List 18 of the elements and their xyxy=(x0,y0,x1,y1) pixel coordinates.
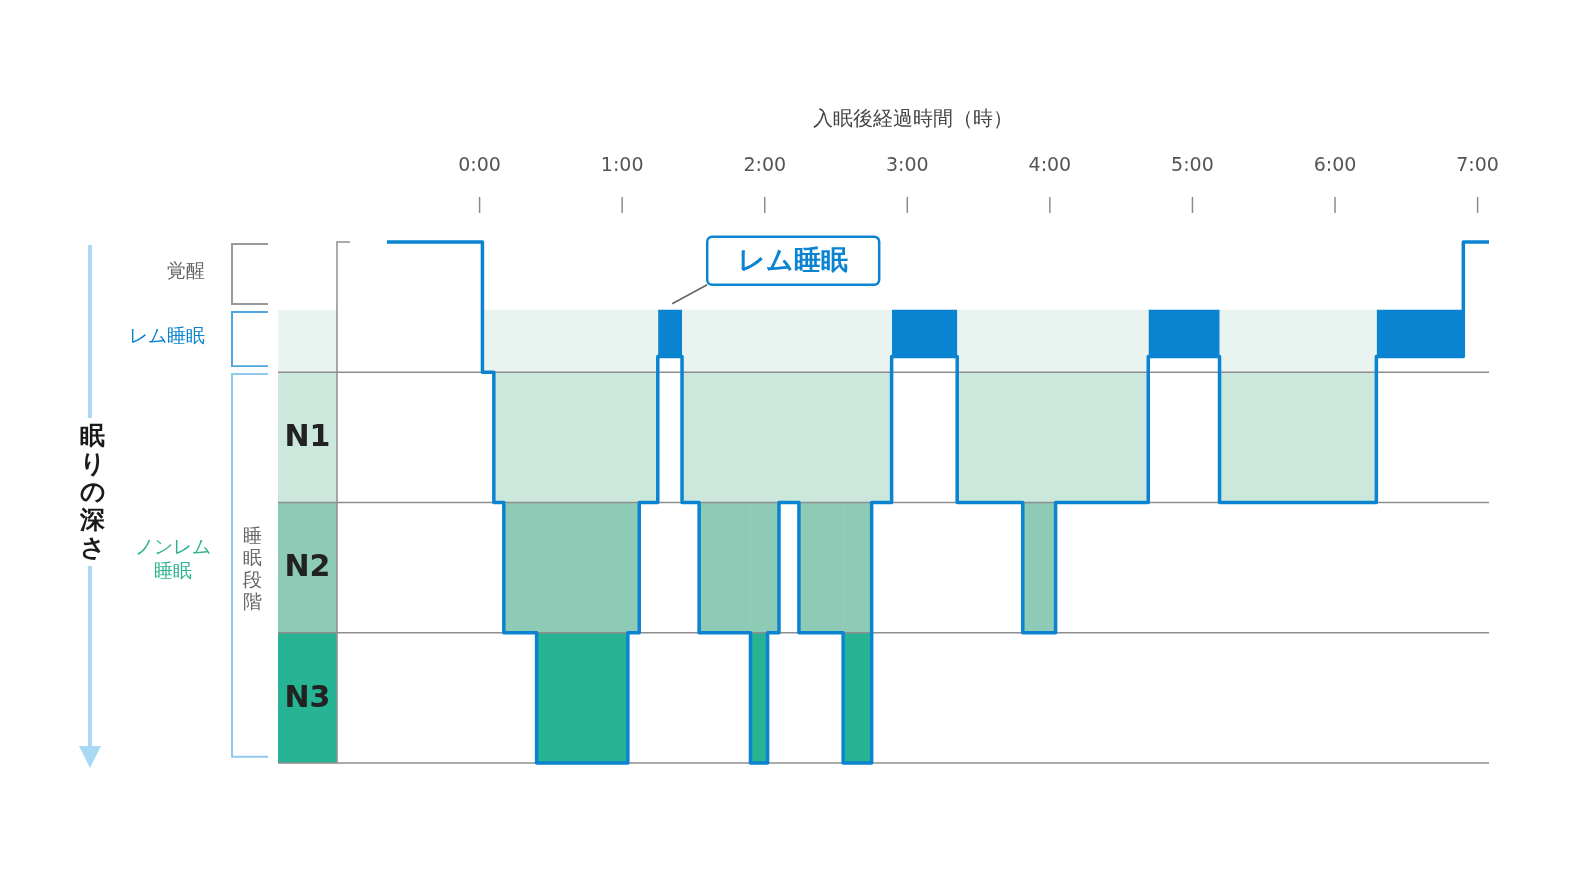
x-tick-label: 2:00 xyxy=(743,152,787,175)
x-axis-title: 入眠後経過時間（時） xyxy=(813,106,1013,131)
text: 睡眠段階 xyxy=(242,523,262,612)
text: 覚醒 xyxy=(167,258,205,281)
x-tick-label: 7:00 xyxy=(1456,152,1499,175)
x-tick-label: 0:00 xyxy=(458,152,501,175)
x-tick-label: 6:00 xyxy=(1313,152,1357,175)
text: 眠りの深さ xyxy=(76,418,108,566)
x-tick-label: 3:00 xyxy=(885,152,929,175)
text: N1 xyxy=(284,418,331,454)
text: N2 xyxy=(284,548,331,584)
text: レム睡眠 xyxy=(129,324,205,347)
text: N3 xyxy=(284,678,331,714)
text: ノンレム睡眠 xyxy=(134,533,212,582)
x-tick-label: 5:00 xyxy=(1171,152,1214,175)
x-tick-label: 4:00 xyxy=(1028,152,1072,175)
x-tick-label: 1:00 xyxy=(600,152,644,175)
annotation: レム睡眠 xyxy=(738,243,849,275)
